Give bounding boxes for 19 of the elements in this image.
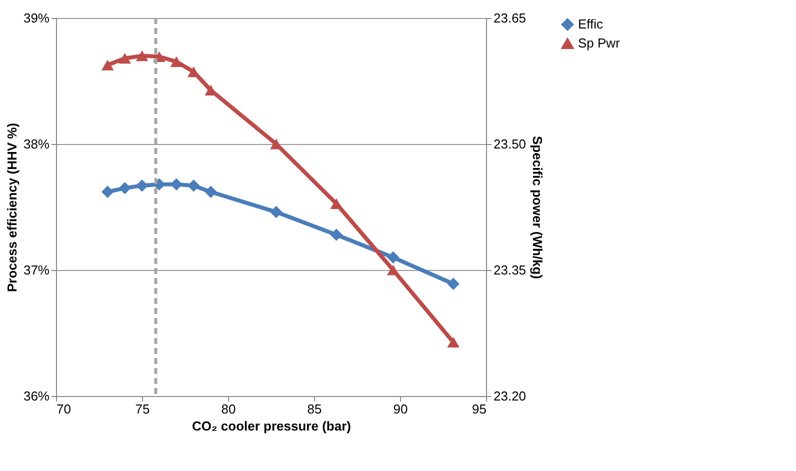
y2-tick-label: 23.65 — [494, 10, 526, 26]
y-tick-label: 39% — [23, 10, 50, 26]
y-tick-label: 36% — [23, 388, 50, 404]
y-tick-label: 38% — [23, 136, 50, 152]
legend-label: Effic — [578, 16, 604, 32]
y2-tick-label: 23.50 — [494, 136, 526, 152]
x-tick-label: 85 — [307, 402, 322, 416]
x-axis-title: CO₂ cooler pressure (bar) — [192, 418, 351, 434]
x-tick-label: 95 — [472, 402, 486, 416]
x-tick-label: 80 — [221, 402, 236, 416]
y-axis-title: Process efficiency (HHV %) — [4, 122, 20, 292]
y2-tick-label: 23.20 — [494, 388, 526, 404]
y2-tick-label: 23.35 — [494, 262, 526, 278]
legend-label: Sp Pwr — [578, 36, 621, 50]
x-tick-label: 70 — [56, 402, 71, 416]
y2-axis-title: Specific power (Wh/kg) — [530, 136, 546, 280]
y-tick-label: 37% — [23, 262, 50, 278]
x-tick-label: 90 — [393, 402, 408, 416]
x-tick-label: 75 — [135, 402, 150, 416]
